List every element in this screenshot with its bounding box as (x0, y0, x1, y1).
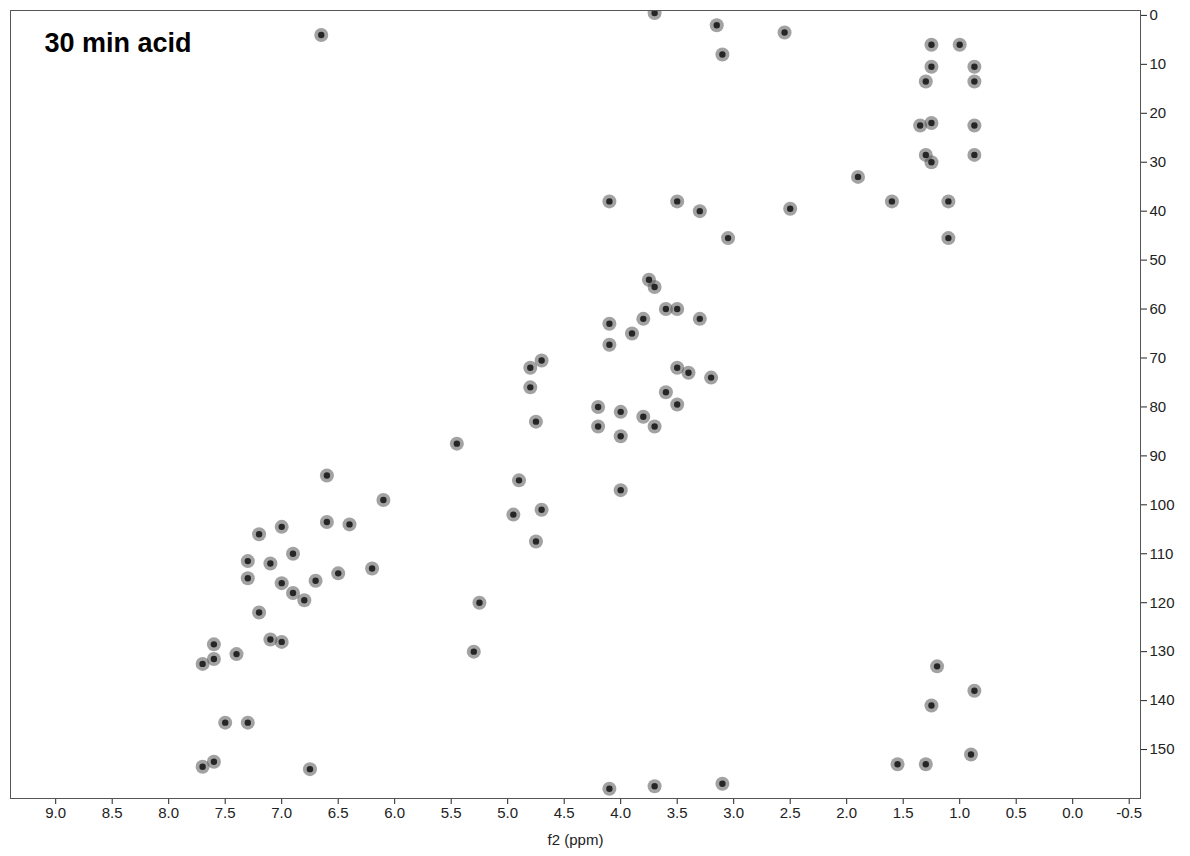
svg-text:50: 50 (1150, 251, 1167, 268)
svg-text:30 min acid: 30 min acid (45, 28, 192, 58)
svg-text:7.0: 7.0 (271, 804, 292, 821)
svg-text:6.5: 6.5 (328, 804, 349, 821)
svg-text:f2 (ppm): f2 (ppm) (548, 831, 604, 848)
svg-text:60: 60 (1150, 300, 1167, 317)
svg-text:80: 80 (1150, 398, 1167, 415)
svg-text:100: 100 (1150, 496, 1175, 513)
svg-text:3.0: 3.0 (723, 804, 744, 821)
svg-text:120: 120 (1150, 594, 1175, 611)
svg-text:0: 0 (1150, 6, 1158, 23)
svg-text:130: 130 (1150, 642, 1175, 659)
svg-text:70: 70 (1150, 349, 1167, 366)
svg-text:6.0: 6.0 (384, 804, 405, 821)
svg-text:140: 140 (1150, 691, 1175, 708)
svg-text:150: 150 (1150, 740, 1175, 757)
svg-text:8.0: 8.0 (158, 804, 179, 821)
svg-text:10: 10 (1150, 55, 1167, 72)
svg-text:3.5: 3.5 (667, 804, 688, 821)
svg-text:-0.5: -0.5 (1116, 804, 1142, 821)
svg-text:9.0: 9.0 (45, 804, 66, 821)
svg-text:1.5: 1.5 (893, 804, 914, 821)
svg-text:90: 90 (1150, 447, 1167, 464)
svg-text:1.0: 1.0 (949, 804, 970, 821)
svg-text:7.5: 7.5 (215, 804, 236, 821)
svg-text:4.0: 4.0 (610, 804, 631, 821)
svg-text:5.5: 5.5 (441, 804, 462, 821)
svg-text:30: 30 (1150, 153, 1167, 170)
svg-text:2.5: 2.5 (780, 804, 801, 821)
svg-text:0.5: 0.5 (1006, 804, 1027, 821)
svg-text:0.0: 0.0 (1062, 804, 1083, 821)
svg-text:2.0: 2.0 (836, 804, 857, 821)
svg-text:4.5: 4.5 (554, 804, 575, 821)
svg-text:110: 110 (1150, 545, 1174, 562)
svg-text:8.5: 8.5 (102, 804, 123, 821)
svg-text:5.0: 5.0 (497, 804, 518, 821)
svg-text:40: 40 (1150, 202, 1167, 219)
svg-text:20: 20 (1150, 104, 1167, 121)
